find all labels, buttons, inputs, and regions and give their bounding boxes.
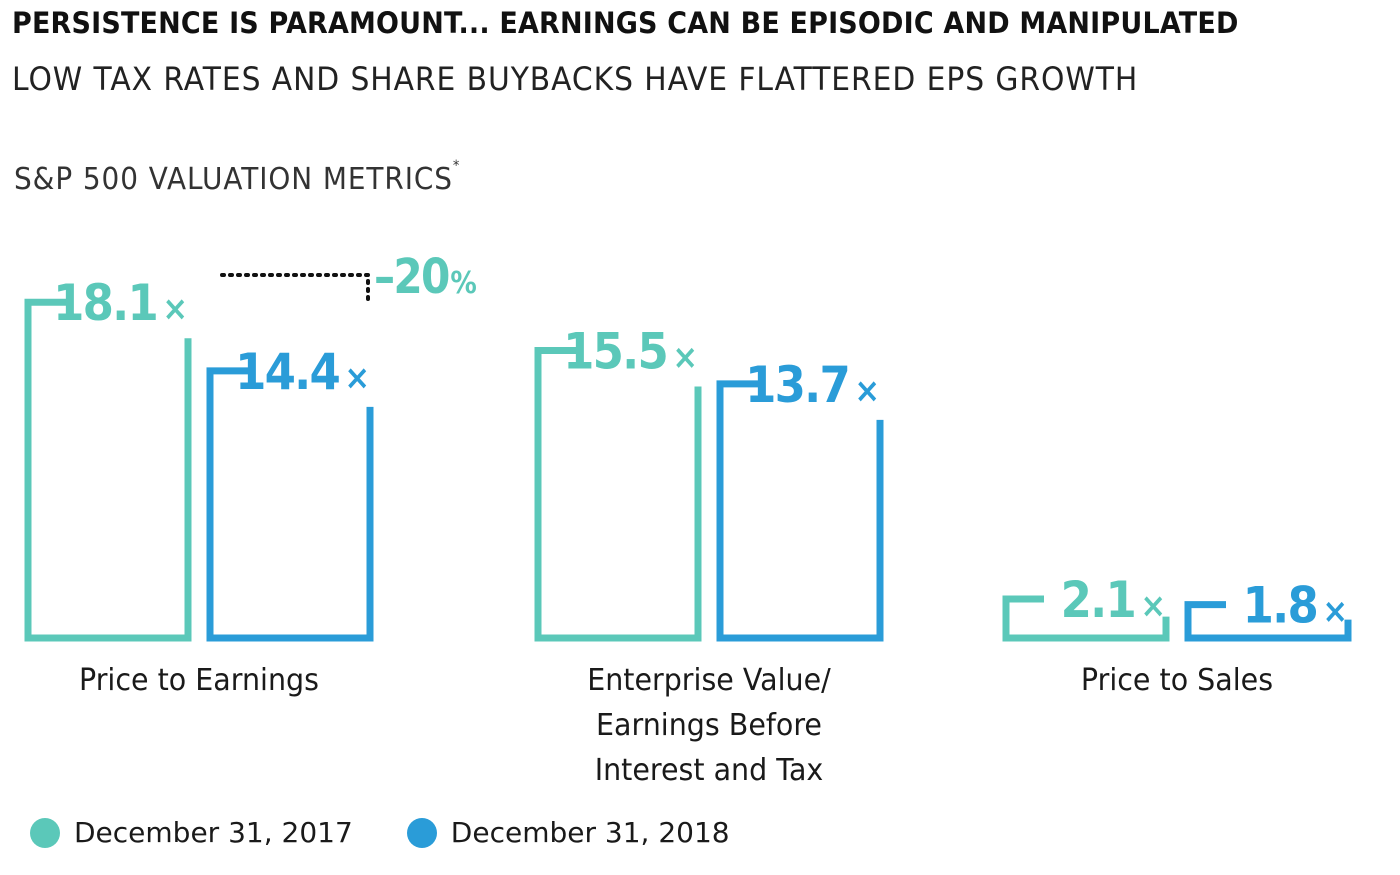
category-label-line: Enterprise Value/ bbox=[587, 663, 831, 698]
category-label-ps: Price to Sales bbox=[1016, 658, 1339, 703]
chart-headline: PERSISTENCE IS PARAMOUNT... EARNINGS CAN… bbox=[12, 6, 1239, 40]
value-suffix: × bbox=[162, 289, 186, 329]
value-suffix: × bbox=[672, 337, 696, 377]
value-label-ps-2017: 2.1 × bbox=[1061, 572, 1165, 630]
legend-label-2018: December 31, 2018 bbox=[450, 816, 730, 849]
value-label-ps-2018: 1.8 × bbox=[1243, 577, 1347, 635]
bar-ps-2017 bbox=[1002, 595, 1170, 642]
value-number: 18.1 bbox=[53, 275, 157, 333]
chart-subheadline: LOW TAX RATES AND SHARE BUYBACKS HAVE FL… bbox=[12, 60, 1139, 98]
legend-swatch-2018 bbox=[406, 817, 437, 848]
change-unit: % bbox=[450, 265, 476, 300]
value-label-pe-2018: 14.4 × bbox=[235, 344, 368, 402]
bar-ev-ebit-2018 bbox=[716, 380, 884, 642]
value-number: 2.1 bbox=[1061, 572, 1135, 630]
category-label-pe: Price to Earnings bbox=[38, 658, 361, 703]
legend-item-2017: December 31, 2017 bbox=[30, 816, 353, 849]
category-label-line: Price to Sales bbox=[1080, 663, 1274, 698]
value-suffix: × bbox=[1140, 586, 1164, 626]
bar-ev-ebit-2017 bbox=[534, 346, 702, 642]
bar-pe-2017 bbox=[24, 298, 192, 642]
category-label-line: Price to Earnings bbox=[79, 663, 319, 698]
value-label-ev-ebit-2018: 13.7 × bbox=[745, 357, 878, 415]
change-number: –20 bbox=[374, 248, 449, 304]
value-suffix: × bbox=[1322, 591, 1346, 631]
legend-label-2017: December 31, 2017 bbox=[74, 816, 353, 849]
bar-ps-2018 bbox=[1184, 601, 1352, 642]
category-label-line: Earnings Before bbox=[596, 708, 822, 743]
legend: December 31, 2017 December 31, 2018 bbox=[30, 816, 784, 849]
value-label-pe-2017: 18.1 × bbox=[53, 275, 186, 333]
legend-item-2018: December 31, 2018 bbox=[406, 816, 730, 849]
footnote-mark: * bbox=[452, 158, 460, 174]
value-number: 1.8 bbox=[1243, 577, 1317, 635]
chart-title-text: S&P 500 VALUATION METRICS bbox=[14, 162, 453, 197]
value-number: 13.7 bbox=[745, 357, 849, 415]
value-suffix: × bbox=[854, 370, 878, 410]
category-label-line: Interest and Tax bbox=[594, 753, 824, 788]
value-number: 15.5 bbox=[563, 323, 667, 381]
chart-title: S&P 500 VALUATION METRICS* bbox=[14, 158, 459, 197]
value-number: 14.4 bbox=[235, 344, 339, 402]
change-connector bbox=[220, 273, 370, 304]
legend-swatch-2017 bbox=[30, 817, 60, 848]
value-suffix: × bbox=[344, 357, 368, 397]
bar-pe-2018 bbox=[206, 367, 374, 642]
change-label: –20% bbox=[374, 248, 477, 304]
category-label-ev-ebit: Enterprise Value/Earnings Before Interest… bbox=[548, 658, 871, 793]
valuation-bar-chart: 18.1 ×14.4 × 15.5 × 13.7 ×2.1 × 1.8 ×–20% bbox=[24, 248, 1352, 642]
value-label-ev-ebit-2017: 15.5 × bbox=[563, 323, 696, 381]
